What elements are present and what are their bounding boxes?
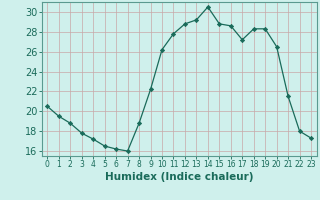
X-axis label: Humidex (Indice chaleur): Humidex (Indice chaleur) (105, 172, 253, 182)
